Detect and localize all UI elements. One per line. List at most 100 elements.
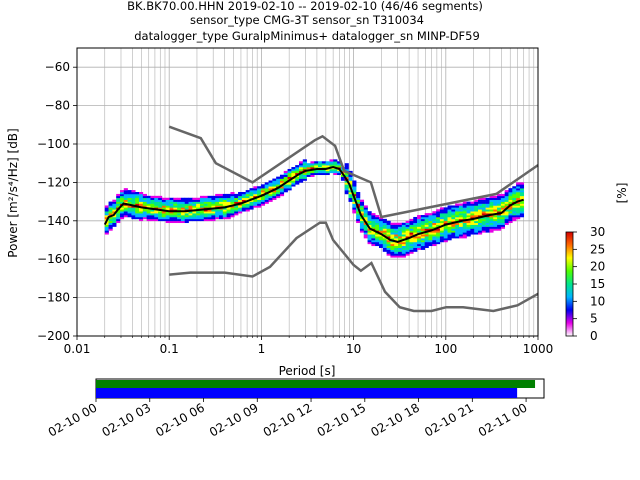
heatmap-cell bbox=[508, 192, 513, 195]
heatmap-cell bbox=[455, 234, 460, 237]
heatmap-cell bbox=[451, 232, 456, 235]
heatmap-cell bbox=[390, 222, 395, 225]
heatmap-cell bbox=[108, 209, 113, 212]
heatmap-cell bbox=[417, 224, 422, 227]
heatmap-cell bbox=[466, 226, 471, 229]
heatmap-cell bbox=[493, 199, 498, 202]
heatmap-cell bbox=[493, 195, 498, 199]
heatmap-cell bbox=[401, 241, 406, 245]
heatmap-cell bbox=[451, 213, 456, 216]
heatmap-cell bbox=[443, 218, 448, 222]
heatmap-cell bbox=[413, 220, 418, 224]
heatmap-cell bbox=[188, 203, 193, 206]
heatmap-cell bbox=[169, 199, 174, 202]
heatmap-cell bbox=[161, 215, 166, 218]
heatmap-cell bbox=[287, 176, 292, 179]
heatmap-cell bbox=[462, 228, 467, 231]
heatmap-cell bbox=[508, 205, 513, 208]
heatmap-cell bbox=[333, 168, 338, 172]
heatmap-cell bbox=[142, 193, 147, 197]
heatmap-cell bbox=[203, 199, 208, 202]
heatmap-cell bbox=[234, 213, 239, 216]
heatmap-cell bbox=[363, 234, 368, 237]
heatmap-cell bbox=[154, 218, 159, 222]
heatmap-cell bbox=[508, 211, 513, 214]
heatmap-cell bbox=[451, 224, 456, 227]
heatmap-cell bbox=[173, 197, 178, 200]
heatmap-cell bbox=[264, 184, 269, 187]
heatmap-cell bbox=[226, 215, 231, 218]
heatmap-cell bbox=[447, 220, 452, 224]
heatmap-cell bbox=[470, 228, 475, 231]
heatmap-cell bbox=[462, 220, 467, 224]
heatmap-cell bbox=[462, 205, 467, 208]
heatmap-cell bbox=[169, 201, 174, 204]
heatmap-cell bbox=[207, 215, 212, 218]
heatmap-cell bbox=[447, 207, 452, 210]
heatmap-cell bbox=[306, 170, 311, 174]
heatmap-cell bbox=[474, 205, 479, 208]
heatmap-cell bbox=[378, 220, 384, 224]
heatmap-cell bbox=[116, 211, 121, 214]
heatmap-cell bbox=[158, 201, 163, 204]
heatmap-cell bbox=[432, 216, 437, 220]
heatmap-cell bbox=[382, 232, 387, 235]
heatmap-cell bbox=[356, 195, 361, 199]
heatmap-cell bbox=[203, 211, 208, 214]
heatmap-cell bbox=[116, 216, 121, 220]
heatmap-cell bbox=[420, 236, 425, 239]
heatmap-cell bbox=[325, 163, 330, 166]
heatmap-cell bbox=[519, 205, 525, 208]
heatmap-cell bbox=[497, 203, 502, 206]
timeline-bars bbox=[96, 380, 536, 398]
heatmap-cell bbox=[367, 218, 372, 222]
heatmap-cell bbox=[173, 203, 178, 206]
heatmap-cell bbox=[272, 195, 277, 199]
heatmap-cell bbox=[489, 199, 494, 202]
heatmap-cell bbox=[359, 218, 365, 222]
heatmap-cell bbox=[394, 232, 399, 235]
heatmap-cell bbox=[417, 226, 422, 229]
heatmap-cell bbox=[177, 216, 182, 220]
heatmap-cell bbox=[405, 240, 410, 243]
heatmap-cell bbox=[462, 226, 467, 229]
heatmap-cell bbox=[478, 228, 483, 231]
heatmap-cell bbox=[420, 245, 425, 248]
heatmap-cell bbox=[123, 195, 128, 199]
heatmap-cell bbox=[226, 211, 231, 214]
heatmap-cell bbox=[135, 201, 140, 204]
heatmap-cell bbox=[295, 168, 300, 172]
heatmap-cell bbox=[497, 209, 502, 212]
heatmap-cell bbox=[420, 222, 425, 225]
heatmap-cell bbox=[359, 205, 365, 208]
heatmap-cell bbox=[519, 190, 525, 193]
heatmap-cell bbox=[382, 238, 387, 241]
heatmap-cell bbox=[104, 230, 109, 233]
heatmap-cell bbox=[184, 207, 189, 210]
heatmap-cell bbox=[478, 207, 483, 210]
heatmap-cell bbox=[230, 207, 235, 210]
heatmap-cell bbox=[516, 195, 521, 199]
heatmap-cell bbox=[443, 236, 448, 239]
heatmap-cell bbox=[398, 238, 403, 241]
heatmap-cell bbox=[108, 207, 113, 210]
heatmap-cell bbox=[192, 211, 197, 214]
heatmap-cell bbox=[165, 218, 170, 222]
heatmap-cell bbox=[234, 195, 239, 199]
heatmap-cell bbox=[238, 192, 243, 195]
heatmap-cell bbox=[516, 192, 521, 195]
heatmap-cell bbox=[158, 199, 163, 202]
heatmap-cell bbox=[455, 236, 460, 239]
heatmap-cell bbox=[180, 199, 186, 202]
heatmap-cell bbox=[161, 213, 166, 216]
heatmap-cell bbox=[260, 201, 266, 204]
heatmap-cell bbox=[493, 203, 498, 206]
heatmap-cell bbox=[485, 207, 490, 210]
heatmap-cell bbox=[462, 236, 467, 239]
heatmap-cell bbox=[245, 197, 250, 200]
heatmap-cell bbox=[127, 207, 132, 210]
heatmap-cell bbox=[367, 230, 372, 233]
heatmap-cell bbox=[352, 184, 357, 187]
heatmap-cell bbox=[287, 186, 292, 189]
heatmap-cell bbox=[325, 168, 330, 172]
